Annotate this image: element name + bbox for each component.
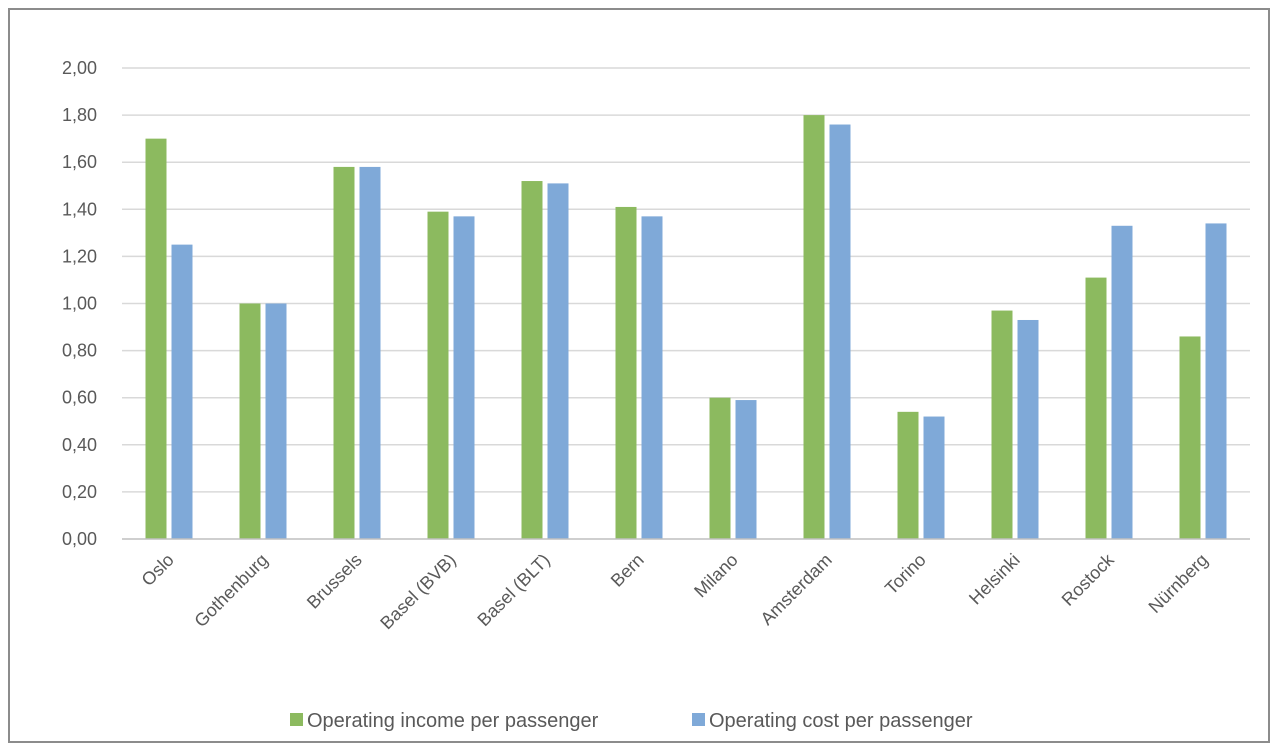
bar-cost: [1205, 223, 1227, 539]
bar-income: [239, 303, 261, 539]
y-tick-label: 0,80: [62, 341, 97, 361]
y-tick-label: 0,60: [62, 388, 97, 408]
x-tick-label: Brussels: [303, 550, 366, 613]
x-tick-label: Basel (BVB): [376, 550, 459, 633]
y-tick-label: 0,40: [62, 435, 97, 455]
y-axis-ticks: 0,00 0,20 0,40 0,60 0,80 1,00 1,20 1,40 1,60 1,80…: [62, 58, 97, 549]
bar-income: [145, 138, 167, 539]
bar-cost: [171, 244, 193, 539]
y-tick-label: 0,00: [62, 529, 97, 549]
y-tick-label: 1,80: [62, 105, 97, 125]
legend-label: Operating cost per passenger: [709, 710, 973, 732]
bar-cost: [359, 166, 381, 539]
bar-income: [803, 115, 825, 539]
bar-cost: [1111, 225, 1133, 539]
gridlines: [122, 67, 1250, 493]
x-tick-label: Nürnberg: [1145, 550, 1212, 617]
legend-label: Operating income per passenger: [307, 710, 599, 732]
legend: Operating income per passenger Operating …: [290, 710, 973, 732]
bar-cost: [735, 400, 757, 539]
x-axis-ticks: Oslo Gothenburg Brussels Basel (BVB) Basel (…: [138, 549, 1212, 633]
bar-income: [709, 397, 731, 539]
bar-cost: [829, 124, 851, 540]
x-tick-label: Bern: [607, 550, 648, 591]
x-tick-label: Amsterdam: [757, 550, 836, 629]
y-tick-label: 1,40: [62, 199, 97, 219]
bar-cost: [1017, 319, 1039, 539]
bar-cost: [547, 183, 569, 539]
legend-swatch: [692, 713, 705, 726]
y-tick-label: 2,00: [62, 58, 97, 78]
bar-cost: [453, 216, 475, 540]
bar-income: [1085, 277, 1107, 539]
bar-income: [897, 411, 919, 539]
bar-cost: [265, 303, 287, 539]
x-tick-label: Milano: [690, 550, 742, 602]
bar-income: [615, 206, 637, 539]
chart-frame: [8, 8, 1270, 743]
x-tick-label: Gothenburg: [190, 550, 271, 631]
x-tick-label: Helsinki: [965, 550, 1024, 609]
bar-cost: [641, 216, 663, 540]
bars: [145, 115, 1227, 540]
bar-income: [333, 166, 355, 539]
x-tick-label: Basel (BLT): [473, 550, 553, 630]
bar-cost: [923, 416, 945, 539]
y-tick-label: 0,20: [62, 482, 97, 502]
bar-income: [991, 310, 1013, 539]
x-tick-label: Torino: [881, 550, 930, 599]
x-tick-label: Oslo: [138, 550, 178, 590]
bar-income: [521, 181, 543, 540]
y-tick-label: 1,60: [62, 152, 97, 172]
legend-swatch: [290, 713, 303, 726]
bar-income: [1179, 336, 1201, 539]
y-tick-label: 1,20: [62, 246, 97, 266]
y-tick-label: 1,00: [62, 294, 97, 314]
x-tick-label: Rostock: [1058, 549, 1119, 610]
bar-income: [427, 211, 449, 539]
